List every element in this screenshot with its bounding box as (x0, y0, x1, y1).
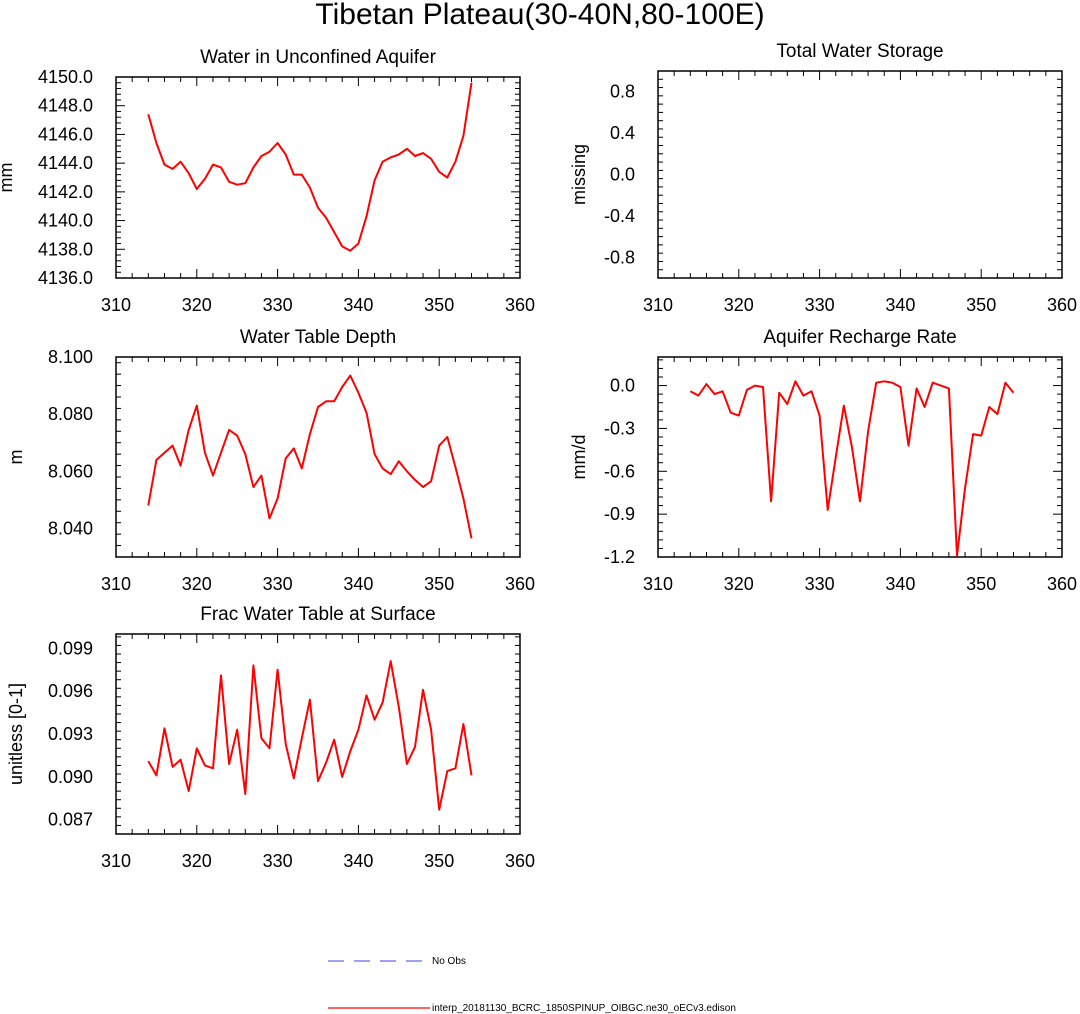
y-tick-label: 0.0 (610, 165, 635, 185)
y-tick-label: 8.060 (48, 461, 93, 481)
y-tick-label: 4142.0 (38, 182, 93, 202)
legend-label-model: interp_20181130_BCRC_1850SPINUP_OIBGC.ne… (432, 1003, 736, 1014)
y-tick-label: 4144.0 (38, 153, 93, 173)
series-line (147, 374, 473, 539)
y-tick-label: 0.096 (48, 681, 93, 701)
x-tick-label: 330 (263, 574, 293, 594)
y-tick-label: 0.4 (610, 123, 635, 143)
x-tick-label: 310 (643, 574, 673, 594)
x-tick-label: 310 (101, 295, 131, 315)
x-tick-label: 360 (505, 851, 535, 871)
y-tick-label: 0.0 (610, 376, 635, 396)
x-tick-label: 350 (424, 295, 454, 315)
y-tick-label: 4148.0 (38, 96, 93, 116)
x-tick-label: 350 (424, 574, 454, 594)
y-tick-label: -0.3 (604, 418, 635, 438)
plot-frame (657, 70, 1063, 279)
y-tick-label: 4150.0 (38, 67, 93, 87)
panel-title: Frac Water Table at Surface (200, 604, 436, 625)
x-tick-label: 340 (885, 295, 915, 315)
x-tick-label: 320 (182, 851, 212, 871)
y-tick-label: 8.100 (48, 347, 93, 367)
x-tick-label: 350 (424, 851, 454, 871)
y-tick-label: 0.099 (48, 638, 93, 658)
y-tick-label: 4140.0 (38, 211, 93, 231)
y-axis-label: missing (569, 144, 589, 205)
x-tick-label: 360 (505, 574, 535, 594)
y-axis-label: unitless [0-1] (6, 683, 26, 785)
x-tick-label: 330 (263, 851, 293, 871)
x-tick-label: 310 (101, 851, 131, 871)
y-tick-label: -0.6 (604, 461, 635, 481)
x-tick-label: 320 (182, 295, 212, 315)
y-tick-label: 0.8 (610, 82, 635, 102)
x-tick-label: 360 (505, 295, 535, 315)
x-tick-label: 360 (1047, 574, 1077, 594)
plot-frame (657, 356, 1063, 558)
y-axis-label: m (6, 450, 26, 465)
x-tick-label: 340 (343, 295, 373, 315)
y-tick-label: 8.080 (48, 404, 93, 424)
y-axis-label: mm/d (569, 435, 589, 480)
x-tick-label: 320 (724, 574, 754, 594)
x-tick-label: 330 (805, 574, 835, 594)
y-tick-label: -0.4 (604, 206, 635, 226)
panel-title: Water Table Depth (240, 327, 396, 348)
y-tick-label: -0.9 (604, 504, 635, 524)
legend-label-no-obs: No Obs (432, 956, 466, 967)
panel-title: Aquifer Recharge Rate (763, 327, 956, 348)
plot-frame (115, 356, 521, 558)
x-tick-label: 310 (101, 574, 131, 594)
series-line (689, 380, 1015, 557)
series-line (147, 660, 473, 811)
x-tick-label: 330 (263, 295, 293, 315)
chart-panel-4: Aquifer Recharge Rate 310 320 330 340 350 360 -… (569, 327, 1077, 594)
panel-title: Total Water Storage (776, 41, 943, 62)
series-line (147, 82, 473, 252)
x-tick-label: 310 (643, 295, 673, 315)
x-tick-label: 340 (885, 574, 915, 594)
y-axis-label: mm (0, 163, 16, 193)
y-tick-label: 4138.0 (38, 239, 93, 259)
x-tick-label: 350 (966, 574, 996, 594)
chart-panel-2: Total Water Storage 310 320 330 340 350 360 -0.… (569, 41, 1077, 315)
x-tick-label: 340 (343, 851, 373, 871)
chart-panel-1: Water in Unconfined Aquifer 310 320 330 340 3… (0, 47, 535, 315)
y-tick-label: 0.093 (48, 724, 93, 744)
y-tick-label: -0.8 (604, 247, 635, 267)
x-tick-label: 340 (343, 574, 373, 594)
chart-panels: Water in Unconfined Aquifer 310 320 330 340 3… (0, 41, 1077, 871)
chart-panel-5: Frac Water Table at Surface 310 320 330 340 3… (6, 604, 535, 871)
x-tick-label: 320 (724, 295, 754, 315)
y-tick-label: 8.040 (48, 518, 93, 538)
y-tick-label: -1.2 (604, 547, 635, 567)
y-tick-label: 4146.0 (38, 124, 93, 144)
chart-panel-3: Water Table Depth 310 320 330 340 350 360 8.040… (6, 327, 535, 594)
x-tick-label: 350 (966, 295, 996, 315)
figure-title: Tibetan Plateau(30-40N,80-100E) (315, 0, 764, 31)
plot-frame (115, 76, 521, 279)
x-tick-label: 360 (1047, 295, 1077, 315)
x-tick-label: 320 (182, 574, 212, 594)
x-tick-label: 330 (805, 295, 835, 315)
legend: No Obs interp_20181130_BCRC_1850SPINUP_O… (328, 956, 736, 1014)
panel-title: Water in Unconfined Aquifer (200, 47, 437, 68)
y-tick-label: 0.087 (48, 810, 93, 830)
y-tick-label: 4136.0 (38, 268, 93, 288)
plot-frame (115, 633, 521, 835)
y-tick-label: 0.090 (48, 767, 93, 787)
